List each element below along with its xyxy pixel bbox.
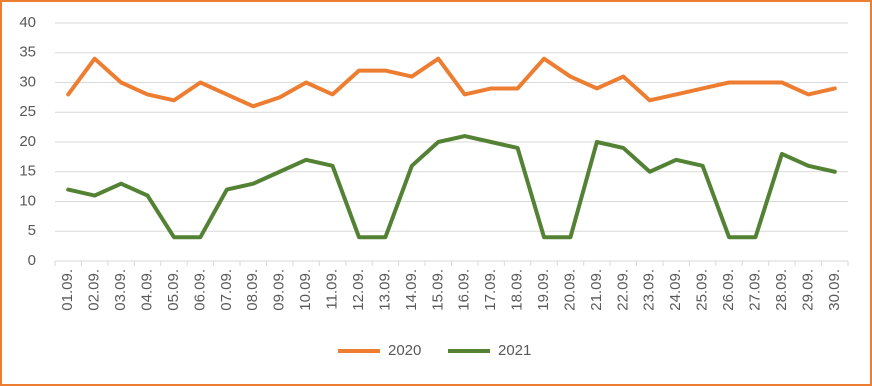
x-tick-label: 16.09.	[456, 269, 473, 311]
x-tick-label: 12.09.	[350, 269, 367, 311]
x-tick-label: 01.09.	[59, 269, 76, 311]
y-tick-label: 40	[19, 14, 36, 31]
x-tick-label: 09.09.	[271, 269, 288, 311]
x-tick-label: 21.09.	[588, 269, 605, 311]
x-tick-label: 15.09.	[429, 269, 446, 311]
x-tick-label: 17.09.	[482, 269, 499, 311]
x-tick-label: 20.09.	[561, 269, 578, 311]
x-tick-label: 02.09.	[86, 269, 103, 311]
x-tick-label: 25.09.	[694, 269, 711, 311]
series-line	[66, 134, 837, 240]
x-tick-label: 30.09.	[826, 269, 843, 311]
y-tick-label: 30	[19, 73, 36, 90]
x-tick-label: 23.09.	[641, 269, 658, 311]
y-tick-label: 10	[19, 192, 36, 209]
legend-label: 2020	[388, 342, 421, 359]
x-tick-label: 27.09.	[746, 269, 763, 311]
legend-label: 2021	[498, 342, 531, 359]
x-tick-label: 19.09.	[535, 269, 552, 311]
y-tick-label: 25	[19, 103, 36, 120]
y-tick-label: 20	[19, 133, 36, 150]
x-tick-label: 03.09.	[112, 269, 129, 311]
x-tick-label: 14.09.	[403, 269, 420, 311]
x-tick-label: 24.09.	[667, 269, 684, 311]
x-tick-label: 18.09.	[509, 269, 526, 311]
x-tick-label: 04.09.	[138, 269, 155, 311]
x-tick-label: 07.09.	[218, 269, 235, 311]
x-tick-label: 08.09.	[244, 269, 261, 311]
y-tick-label: 0	[28, 252, 36, 269]
x-tick-label: 22.09.	[614, 269, 631, 311]
x-tick-label: 11.09.	[324, 269, 341, 310]
x-tick-label: 10.09.	[297, 269, 314, 311]
x-tick-label: 29.09.	[799, 269, 816, 311]
y-tick-label: 15	[19, 163, 36, 180]
y-tick-label: 35	[19, 44, 36, 61]
y-tick-label: 5	[28, 222, 36, 239]
x-tick-label: 06.09.	[191, 269, 208, 311]
x-tick-label: 05.09.	[165, 269, 182, 311]
series-line	[66, 56, 837, 109]
x-tick-label: 28.09.	[773, 269, 790, 311]
x-tick-label: 13.09.	[376, 269, 393, 311]
x-tick-label: 26.09.	[720, 269, 737, 311]
